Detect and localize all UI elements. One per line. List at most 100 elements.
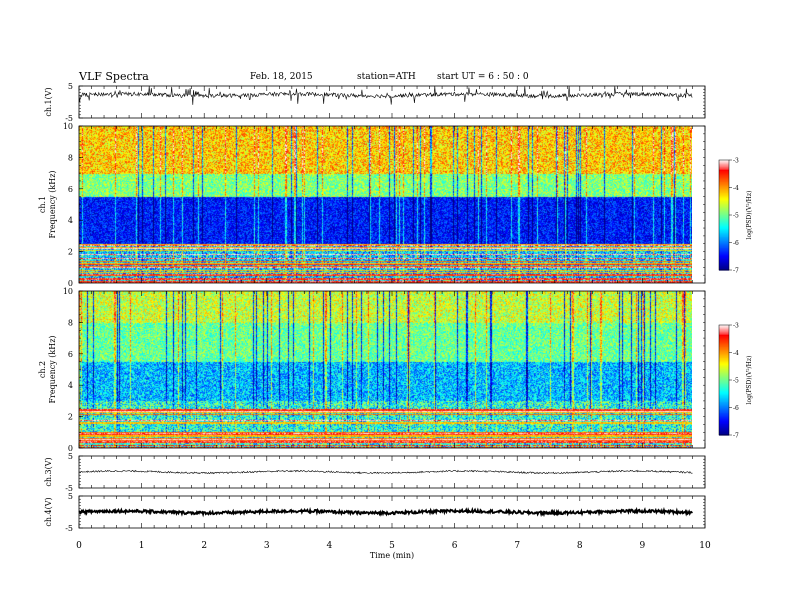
spec1-colorbar-tick-label: -5 — [733, 213, 739, 220]
plot-title: VLF Spectra — [79, 70, 149, 83]
colorbar-cell — [719, 253, 729, 256]
colorbar-cell — [719, 392, 729, 395]
colorbar-cell — [719, 252, 729, 255]
colorbar-cell — [719, 187, 729, 190]
ch4-ytick-label: -5 — [65, 524, 73, 533]
colorbar-cell — [719, 380, 729, 382]
colorbar-cell — [719, 341, 729, 344]
spec2-colorbar-tick-label: -7 — [733, 433, 739, 440]
spec2-colorbar-tick-label: -3 — [733, 323, 739, 330]
ch4-ytick-label: 5 — [68, 492, 73, 501]
spec1-colorbar-tick-label: -7 — [733, 268, 739, 275]
x-tick-label: 9 — [640, 541, 646, 551]
colorbar-cell — [719, 351, 729, 354]
colorbar-cell — [719, 166, 729, 169]
spec2-ylabel: Frequency (kHz) — [48, 335, 57, 403]
colorbar-cell — [719, 395, 729, 398]
colorbar-cell — [719, 403, 729, 406]
spec1-ytick-label: 10 — [63, 122, 73, 131]
x-tick-label: 0 — [76, 541, 82, 551]
colorbar-cell — [719, 226, 729, 228]
colorbar-cell — [719, 208, 729, 211]
spec2-ytick-label: 2 — [68, 413, 73, 422]
colorbar-cell — [719, 348, 729, 351]
ch3-ytick-label: -5 — [65, 484, 73, 493]
colorbar-cell — [719, 325, 729, 327]
colorbar-cell — [719, 246, 729, 249]
colorbar-cell — [719, 228, 729, 231]
colorbar-cell — [719, 333, 729, 336]
colorbar-cell — [719, 334, 729, 337]
colorbar-cell — [719, 194, 729, 197]
colorbar-cell — [719, 234, 729, 237]
colorbar-cell — [719, 337, 729, 340]
colorbar-cell — [719, 373, 729, 376]
ch3-ylabel: ch.3(V) — [44, 457, 53, 486]
colorbar-cell — [719, 359, 729, 362]
colorbar-cell — [719, 377, 729, 380]
colorbar-cell — [719, 199, 729, 202]
colorbar-cell — [719, 261, 729, 264]
ch4-ylabel: ch.4(V) — [44, 497, 53, 526]
colorbar-cell — [719, 224, 729, 227]
colorbar-cell — [719, 421, 729, 424]
colorbar-cell — [719, 257, 729, 260]
spec2-ytick-label: 10 — [63, 287, 73, 296]
start-time-label: start UT = 6 : 50 : 0 — [437, 72, 529, 82]
spec2-colorbar-tick-label: -5 — [733, 378, 739, 385]
ch4-waveform — [78, 506, 693, 518]
colorbar-cell — [719, 384, 729, 387]
spec1-ytick-label: 8 — [68, 153, 73, 162]
colorbar-cell — [719, 362, 729, 365]
spectrogram-1 — [79, 126, 692, 283]
colorbar-cell — [719, 429, 729, 432]
colorbar-cell — [719, 260, 729, 263]
colorbar-cell — [719, 353, 729, 356]
colorbar-cell — [719, 388, 729, 391]
colorbar-cell — [719, 363, 729, 366]
colorbar-cell — [719, 197, 729, 200]
x-tick-label: 1 — [139, 541, 145, 551]
spec1-colorbar-label: log(PSD)(V²/Hz) — [746, 191, 753, 240]
ch3-waveform — [78, 469, 693, 475]
colorbar-cell — [719, 190, 729, 193]
colorbar-cell — [719, 215, 729, 217]
spec1-ylabel: Frequency (kHz) — [48, 170, 57, 238]
colorbar-cell — [719, 250, 729, 253]
colorbar-cell — [719, 432, 729, 435]
colorbar-cell — [719, 364, 729, 367]
colorbar-cell — [719, 371, 729, 374]
plot-header: VLF Spectra Feb. 18, 2015 station=ATH st… — [0, 70, 792, 88]
colorbar-cell — [719, 375, 729, 378]
colorbar-cell — [719, 179, 729, 182]
colorbar-cell — [719, 165, 729, 168]
colorbar-cell — [719, 160, 729, 162]
colorbar-cell — [719, 176, 729, 179]
colorbar-cell — [719, 254, 729, 257]
colorbar-cell — [719, 238, 729, 241]
colorbar-cell — [719, 417, 729, 420]
colorbar-cell — [719, 385, 729, 388]
x-tick-label: 4 — [327, 541, 333, 551]
colorbar-cell — [719, 426, 729, 429]
colorbar-cell — [719, 241, 729, 244]
x-tick-label: 2 — [201, 541, 207, 551]
colorbar-cell — [719, 184, 729, 187]
colorbar-cell — [719, 414, 729, 417]
colorbar-cell — [719, 352, 729, 355]
colorbar-cell — [719, 400, 729, 403]
colorbar-cell — [719, 367, 729, 370]
colorbar-cell — [719, 360, 729, 363]
colorbar-cell — [719, 330, 729, 333]
spec1-colorbar-tick-label: -4 — [733, 185, 739, 192]
colorbar-cell — [719, 164, 729, 167]
ch1-ytick-label: 5 — [68, 82, 73, 91]
colorbar-cell — [719, 230, 729, 233]
colorbar-cell — [719, 216, 729, 219]
colorbar-cell — [719, 177, 729, 180]
colorbar-cell — [719, 243, 729, 246]
spec2-ytick-label: 8 — [68, 318, 73, 327]
spec1-ytick-label: 6 — [68, 185, 73, 194]
colorbar-cell — [719, 173, 729, 176]
